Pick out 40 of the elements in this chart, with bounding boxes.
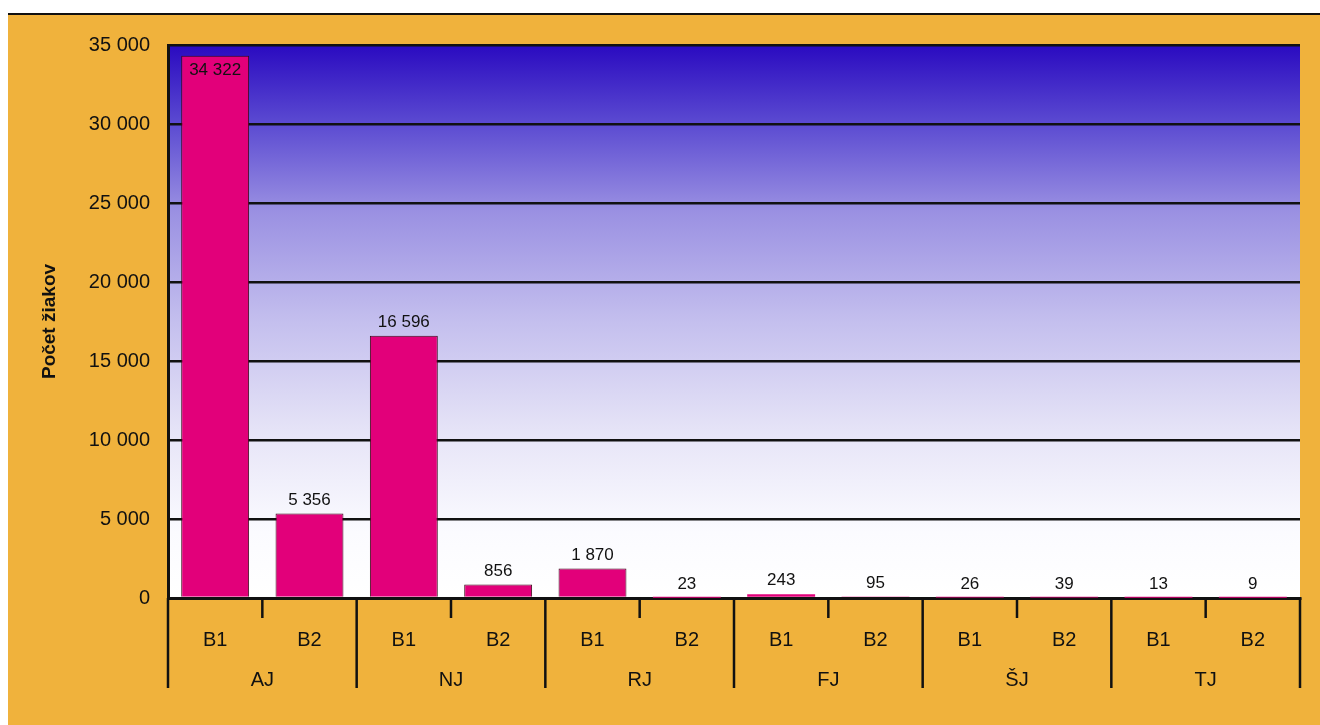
data-label: 9 [1248, 574, 1258, 594]
x-tick-label: B2 [1051, 627, 1077, 650]
x-tick-label: B1 [1146, 627, 1171, 650]
y-tick-label: 10 000 [88, 427, 150, 450]
data-label: 16 596 [377, 311, 430, 331]
text: NJ [438, 667, 464, 690]
x-tick-label: B1 [957, 627, 983, 650]
x-tick-label: B2 [297, 627, 322, 650]
data-label: 39 [1054, 573, 1074, 593]
data-label: 856 [483, 560, 513, 580]
data-label: 13 [1149, 573, 1168, 593]
data-label: 34 322 [189, 59, 242, 79]
x-tick-label: B2 [485, 627, 511, 650]
text: FJ [817, 667, 840, 690]
bar [747, 594, 816, 597]
x-tick-label: B2 [863, 627, 888, 650]
y-tick-label: 30 000 [88, 111, 150, 134]
y-axis-title: Počet žiakov [37, 263, 59, 380]
y-tick-label: 35 000 [88, 32, 150, 55]
text: RJ [627, 667, 652, 690]
text: AJ [250, 667, 275, 690]
x-tick-label: B1 [580, 627, 605, 650]
data-label: 1 870 [571, 544, 614, 564]
data-label: 26 [960, 573, 980, 593]
x-tick-label: B2 [674, 627, 700, 650]
y-tick-label: 0 [138, 585, 150, 608]
x-tick-label: B1 [391, 627, 417, 650]
data-label: 243 [766, 570, 796, 590]
data-label: 23 [677, 573, 697, 593]
text: ŠJ [1005, 667, 1029, 690]
x-tick-label: B1 [768, 627, 794, 650]
y-tick-label: 20 000 [88, 269, 150, 292]
x-tick-label: B1 [202, 627, 228, 650]
x-tick-label: B2 [1240, 627, 1266, 650]
y-tick-label: 15 000 [88, 348, 150, 371]
data-label: 95 [866, 572, 885, 592]
y-tick-label: 25 000 [88, 190, 150, 213]
data-label: 5 356 [288, 489, 331, 509]
y-tick-label: 5 000 [99, 506, 150, 529]
text: TJ [1194, 667, 1217, 690]
